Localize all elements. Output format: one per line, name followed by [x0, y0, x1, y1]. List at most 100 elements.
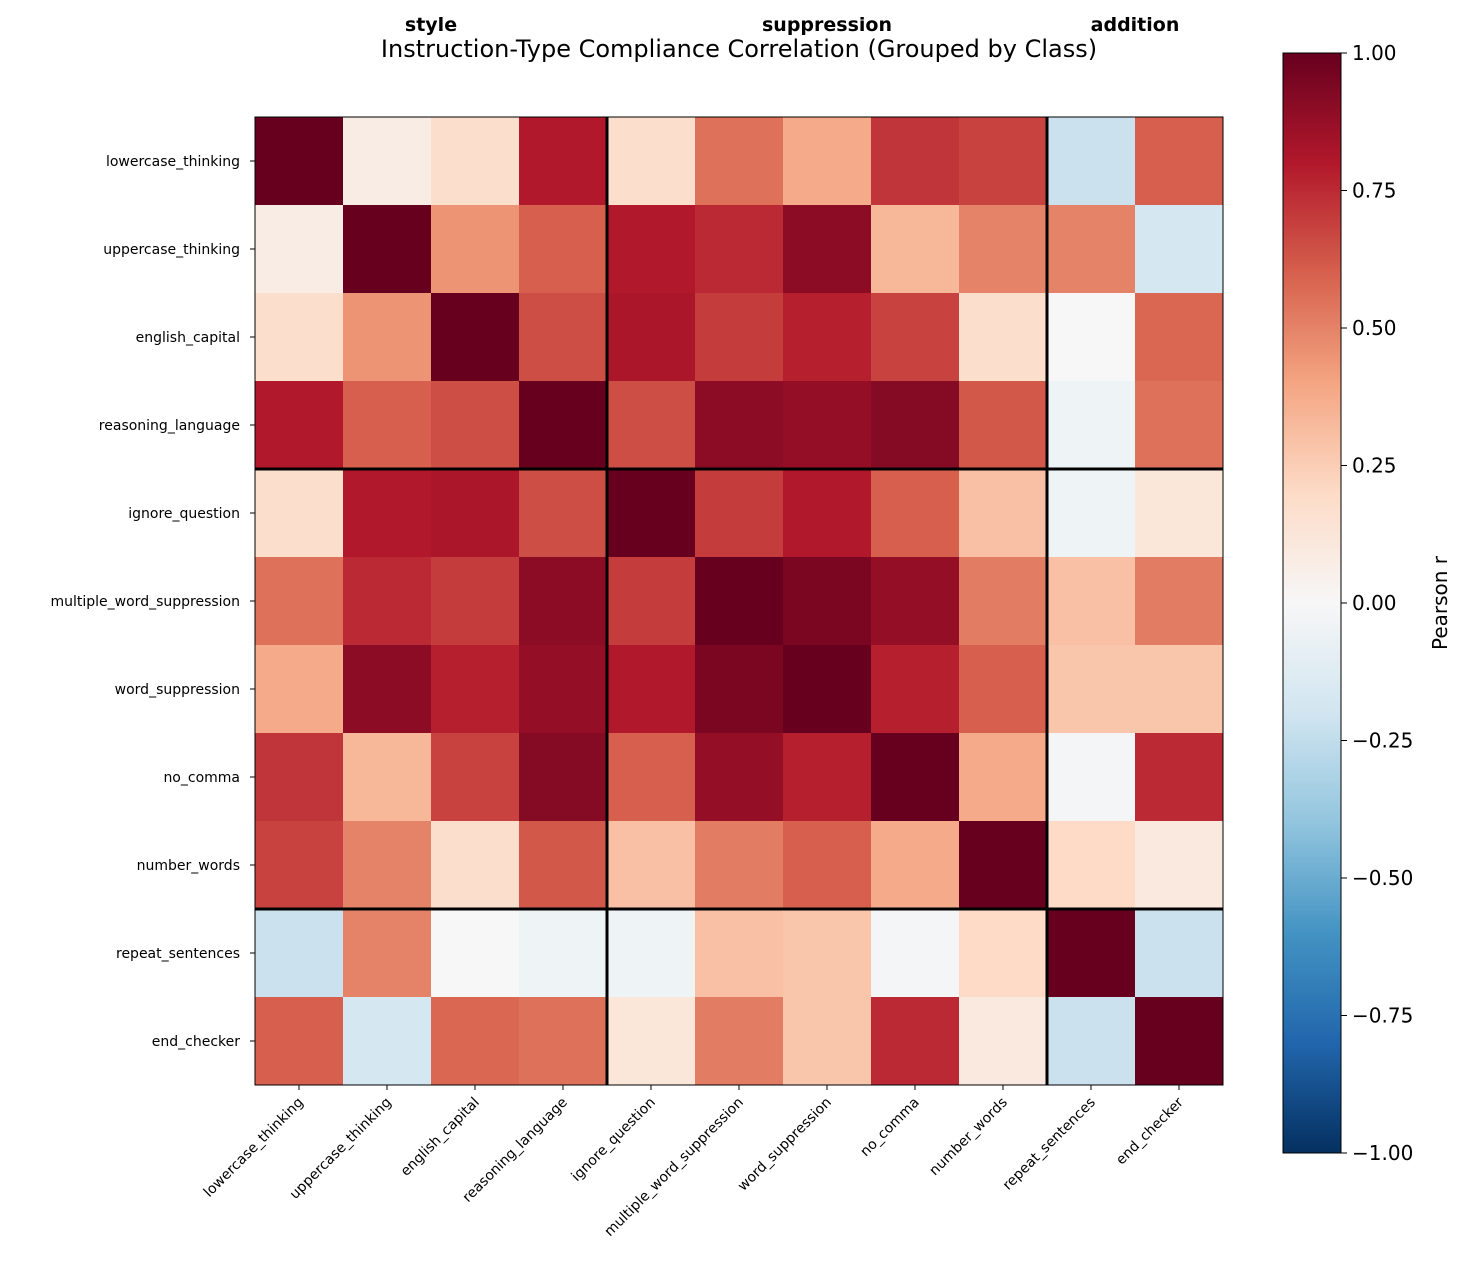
x-tick-label: number_words: [926, 1095, 1010, 1179]
y-tick-label: no_comma: [163, 770, 240, 786]
heatmap-cell: [255, 469, 344, 558]
group-label: suppression: [762, 14, 892, 36]
heatmap-cell: [607, 117, 696, 206]
heatmap-cell: [783, 381, 872, 470]
colorbar-tick-label: −0.25: [1352, 729, 1413, 753]
heatmap-cell: [959, 821, 1048, 910]
heatmap-cell: [607, 293, 696, 382]
heatmap-cell: [519, 733, 608, 822]
heatmap-cell: [343, 117, 432, 206]
heatmap-cell: [255, 293, 344, 382]
heatmap-cell: [343, 997, 432, 1086]
heatmap-cell: [871, 821, 960, 910]
y-tick-label: reasoning_language: [99, 418, 240, 434]
heatmap-cell: [431, 293, 520, 382]
heatmap-cell: [1135, 117, 1224, 206]
heatmap-cell: [1047, 557, 1136, 646]
heatmap-cell: [871, 733, 960, 822]
heatmap-cell: [431, 469, 520, 558]
heatmap-cell: [431, 117, 520, 206]
x-tick-label: no_comma: [857, 1095, 922, 1160]
heatmap-cell: [1047, 645, 1136, 734]
heatmap-cell: [519, 557, 608, 646]
chart-title: Instruction-Type Compliance Correlation …: [381, 35, 1097, 63]
heatmap-cell: [959, 909, 1048, 998]
heatmap-cell: [695, 293, 784, 382]
colorbar-tick-label: 0.75: [1352, 179, 1397, 203]
heatmap-cell: [959, 293, 1048, 382]
heatmap-cell: [1047, 293, 1136, 382]
heatmap-cell: [607, 733, 696, 822]
heatmap-cell: [255, 733, 344, 822]
heatmap-cell: [255, 821, 344, 910]
group-label: style: [405, 14, 457, 36]
heatmap-cell: [1047, 381, 1136, 470]
heatmap-cell: [607, 381, 696, 470]
heatmap-cell: [783, 909, 872, 998]
heatmap-cell: [871, 293, 960, 382]
heatmap-cell: [1047, 117, 1136, 206]
heatmap-cell: [519, 117, 608, 206]
y-tick-label: number_words: [137, 858, 240, 874]
heatmap-cell: [343, 205, 432, 294]
heatmap-cell: [255, 381, 344, 470]
heatmap-cell: [607, 821, 696, 910]
heatmap-cell: [343, 821, 432, 910]
heatmap-cell: [783, 293, 872, 382]
heatmap-cell: [783, 117, 872, 206]
heatmap-cell: [255, 205, 344, 294]
heatmap-cell: [871, 469, 960, 558]
heatmap-cell: [695, 381, 784, 470]
heatmap-cell: [431, 557, 520, 646]
heatmap-cell: [959, 117, 1048, 206]
heatmap-cell: [1135, 997, 1224, 1086]
heatmap-cell: [871, 997, 960, 1086]
heatmap-cell: [1135, 821, 1224, 910]
heatmap-cell: [959, 381, 1048, 470]
heatmap-cell: [1047, 997, 1136, 1086]
heatmap-cell: [871, 557, 960, 646]
heatmap-cell: [431, 645, 520, 734]
x-tick-label: repeat_sentences: [1000, 1095, 1099, 1194]
heatmap-cell: [783, 821, 872, 910]
heatmap-cell: [695, 997, 784, 1086]
heatmap-cell: [431, 909, 520, 998]
heatmap-cell: [1047, 909, 1136, 998]
heatmap-cell: [519, 645, 608, 734]
heatmap-cell: [695, 469, 784, 558]
heatmap-cell: [607, 557, 696, 646]
heatmap-cell: [607, 645, 696, 734]
colorbar-tick-label: 0.50: [1352, 316, 1397, 340]
heatmap-cell: [519, 293, 608, 382]
heatmap-cell: [255, 557, 344, 646]
heatmap-cell: [519, 205, 608, 294]
heatmap-cell: [343, 381, 432, 470]
colorbar-tick-label: −1.00: [1352, 1141, 1413, 1165]
heatmap-cell: [871, 205, 960, 294]
heatmap-cell: [783, 997, 872, 1086]
heatmap-cell: [1135, 293, 1224, 382]
x-tick-label: english_capital: [398, 1095, 483, 1180]
heatmap-cell: [695, 821, 784, 910]
heatmap-cell: [607, 909, 696, 998]
heatmap-cell: [1135, 645, 1224, 734]
heatmap-cell: [519, 381, 608, 470]
heatmap-cell: [607, 469, 696, 558]
heatmap-cell: [783, 645, 872, 734]
heatmap-cell: [255, 909, 344, 998]
heatmap-cell: [783, 557, 872, 646]
x-tick-label: lowercase_thinking: [201, 1095, 307, 1201]
x-tick-label: word_suppression: [735, 1095, 835, 1195]
heatmap-cell: [519, 821, 608, 910]
heatmap-cell: [431, 381, 520, 470]
y-tick-label: lowercase_thinking: [106, 154, 240, 170]
heatmap-cell: [695, 909, 784, 998]
colorbar-label: Pearson r: [1428, 555, 1452, 650]
heatmap-cell: [431, 821, 520, 910]
x-tick-label: multiple_word_suppression: [602, 1095, 747, 1240]
y-tick-label: word_suppression: [115, 682, 240, 698]
heatmap-cell: [1047, 733, 1136, 822]
y-tick-label: multiple_word_suppression: [51, 594, 241, 610]
heatmap-cell: [871, 381, 960, 470]
